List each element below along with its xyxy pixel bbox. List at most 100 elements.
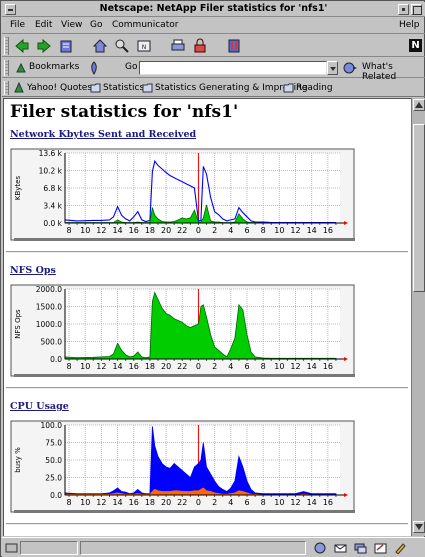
- divider: [6, 523, 408, 525]
- x-tick-label: 22: [177, 498, 187, 507]
- goto-label: Go To:: [125, 62, 153, 72]
- scroll-up-icon[interactable]: [413, 99, 425, 111]
- x-tick-label: 18: [145, 226, 155, 235]
- network-kbytes-chart: 8 10 12 14 16 18 20 22 0 2 4 6 8 10 12 14 16 0.0 k 3.4 k 6.…: [10, 148, 355, 241]
- personal-toolbar-grip[interactable]: [4, 81, 9, 95]
- x-tick-label: 10: [80, 362, 90, 371]
- status-bar: [2, 537, 425, 557]
- title-bar[interactable]: Netscape: NetApp Filer statistics for 'n…: [2, 2, 425, 17]
- x-tick-label: 4: [228, 362, 233, 371]
- bookmark-icon[interactable]: [16, 63, 26, 73]
- x-tick-label: 6: [244, 498, 249, 507]
- x-tick-label: 2: [212, 362, 217, 371]
- nfs-ops-chart: 8 10 12 14 16 18 20 22 0 2 4 6 8 10 12 14 16 0.0 500.0 1000…: [10, 284, 355, 377]
- series-line-blue: [64, 159, 336, 224]
- menu-view[interactable]: View: [61, 20, 83, 30]
- forward-icon[interactable]: [36, 38, 52, 54]
- x-tick-label: 16: [129, 226, 139, 235]
- home-icon[interactable]: [92, 38, 108, 54]
- x-tick-label: 14: [307, 226, 317, 235]
- link-network-kbytes[interactable]: Network Kbytes Sent and Received: [10, 129, 197, 140]
- series-area-blue: [64, 426, 337, 496]
- edit-icon[interactable]: [394, 542, 407, 554]
- print-icon[interactable]: [170, 38, 186, 54]
- x-tick-label: 4: [228, 226, 233, 235]
- x-tick-label: 8: [261, 498, 266, 507]
- vertical-scrollbar[interactable]: [411, 98, 425, 536]
- x-tick-label: 6: [244, 362, 249, 371]
- y-tick-label: 13.6 k: [39, 149, 63, 158]
- toolbar-grip[interactable]: [4, 37, 9, 55]
- folder-icon: [90, 83, 101, 93]
- y-tick-label: 2000.0: [36, 285, 62, 294]
- search-icon[interactable]: [114, 38, 130, 54]
- menu-go[interactable]: Go: [90, 20, 103, 30]
- netscape-guide-icon[interactable]: N: [136, 38, 152, 54]
- location-icon[interactable]: [88, 61, 100, 75]
- minimize-icon[interactable]: [398, 4, 409, 15]
- svg-text:N: N: [142, 44, 147, 51]
- page-title: Filer statistics for 'nfs1': [10, 102, 239, 122]
- bookmarks-button[interactable]: Bookmarks: [29, 62, 80, 72]
- folder-icon: [283, 83, 294, 93]
- chart-shadow: [14, 238, 355, 241]
- window-menu-icon[interactable]: [5, 4, 16, 15]
- y-tick-label: 6.8 k: [43, 184, 62, 193]
- mail-icon[interactable]: [334, 542, 347, 554]
- netscape-logo[interactable]: N: [409, 39, 422, 52]
- y-tick-label: 500.0: [41, 338, 63, 347]
- menu-communicator[interactable]: Communicator: [112, 20, 179, 30]
- url-input[interactable]: [139, 61, 327, 75]
- maximize-icon[interactable]: [411, 4, 422, 15]
- x-tick-label: 18: [145, 362, 155, 371]
- x-tick-label: 0: [196, 498, 201, 507]
- x-tick-label: 16: [323, 226, 333, 235]
- link-nfs-ops[interactable]: NFS Ops: [10, 265, 56, 276]
- navigator-icon[interactable]: [314, 542, 327, 554]
- divider: [6, 251, 408, 253]
- x-tick-label: 8: [261, 362, 266, 371]
- composer-icon[interactable]: [374, 542, 387, 554]
- security-icon[interactable]: [192, 38, 208, 54]
- menu-file[interactable]: File: [10, 20, 26, 30]
- whats-related-button[interactable]: What's Related: [362, 62, 397, 82]
- menu-help[interactable]: Help: [399, 20, 420, 30]
- x-tick-label: 4: [228, 498, 233, 507]
- folder-icon: [142, 83, 153, 93]
- x-axis-arrow: [344, 493, 348, 497]
- navigation-toolbar: N N: [2, 35, 425, 57]
- x-tick-label: 12: [290, 498, 300, 507]
- status-text-field: [80, 541, 306, 555]
- x-axis-arrow: [344, 221, 348, 225]
- link-cpu-usage[interactable]: CPU Usage: [10, 401, 69, 412]
- x-tick-label: 0: [196, 226, 201, 235]
- scroll-down-icon[interactable]: [413, 521, 425, 533]
- y-tick-label: 1000.0: [36, 320, 62, 329]
- y-tick-label: 0.0 k: [43, 219, 62, 228]
- window-title: Netscape: NetApp Filer statistics for 'n…: [99, 3, 328, 14]
- personal-item-label: Yahoo! Quotes: [27, 83, 93, 93]
- x-tick-label: 6: [244, 226, 249, 235]
- back-icon[interactable]: [14, 38, 30, 54]
- x-tick-label: 22: [177, 226, 187, 235]
- menu-edit[interactable]: Edit: [35, 20, 53, 30]
- x-tick-label: 8: [261, 226, 266, 235]
- stop-icon[interactable]: [226, 38, 242, 54]
- whats-related-icon[interactable]: [342, 61, 358, 75]
- x-tick-label: 10: [80, 226, 90, 235]
- location-toolbar-grip[interactable]: [4, 60, 9, 76]
- bookmark-icon: [14, 82, 24, 93]
- url-dropdown-icon[interactable]: [327, 61, 338, 75]
- reload-icon[interactable]: [58, 38, 74, 54]
- y-tick-label: 10.2 k: [39, 167, 63, 176]
- scroll-thumb[interactable]: [413, 124, 425, 292]
- x-tick-label: 14: [307, 498, 317, 507]
- x-tick-label: 14: [112, 498, 122, 507]
- discussions-icon[interactable]: [354, 542, 367, 554]
- chart-shadow: [14, 510, 355, 513]
- connection-icon: [5, 543, 18, 553]
- y-tick-label: 0.0: [50, 491, 62, 500]
- x-tick-label: 10: [274, 498, 284, 507]
- y-tick-label: 25.0: [45, 474, 62, 483]
